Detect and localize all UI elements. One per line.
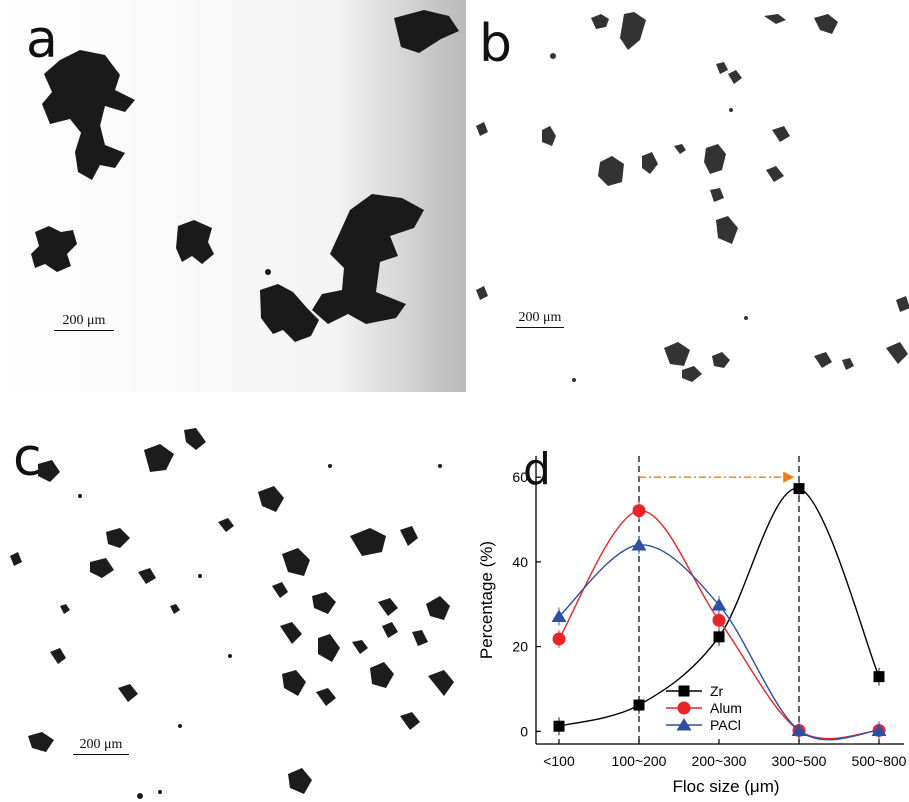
x-tick-label: <100 bbox=[543, 753, 575, 769]
data-point-pacl bbox=[551, 609, 567, 623]
scale-bar-a-line bbox=[54, 330, 114, 331]
y-tick-label: 60 bbox=[512, 469, 528, 485]
data-point-alum bbox=[712, 613, 726, 627]
floc-size-chart: 0 20 40 60 <100 100~200 200~300 300~500 500~800 F… bbox=[477, 456, 907, 796]
data-point-alum bbox=[552, 632, 566, 646]
y-axis-label: Percentage (%) bbox=[477, 541, 496, 659]
micrograph-c-image bbox=[0, 426, 466, 802]
data-point-pacl bbox=[871, 723, 887, 736]
data-point-alum bbox=[632, 504, 646, 518]
panel-label-a: a bbox=[26, 10, 58, 70]
legend-label-alum: Alum bbox=[710, 700, 742, 716]
x-tick-label: 300~500 bbox=[772, 753, 827, 769]
x-tick-label: 500~800 bbox=[852, 753, 907, 769]
data-point-zr bbox=[553, 720, 565, 732]
series-line-zr bbox=[558, 487, 880, 727]
data-point-pacl bbox=[791, 723, 807, 736]
scale-bar-c-label: 200 μm bbox=[79, 737, 123, 752]
data-point-zr bbox=[633, 699, 645, 711]
micrograph-a-image bbox=[0, 0, 466, 392]
legend-marker-pacl bbox=[676, 718, 692, 731]
x-axis-label: Floc size (μm) bbox=[672, 777, 779, 796]
legend-marker-alum bbox=[677, 701, 691, 715]
scale-bar-b-line bbox=[516, 327, 564, 328]
x-tick-label: 100~200 bbox=[612, 753, 667, 769]
legend-label-zr: Zr bbox=[710, 683, 724, 699]
data-point-zr bbox=[873, 671, 885, 683]
data-point-pacl bbox=[711, 598, 727, 611]
data-point-zr bbox=[713, 631, 725, 643]
y-tick-label: 20 bbox=[512, 639, 528, 655]
scale-bar-a-label: 200 μm bbox=[62, 313, 106, 328]
y-tick-label: 40 bbox=[512, 554, 528, 570]
data-point-pacl bbox=[631, 537, 647, 551]
legend-label-pacl: PACl bbox=[710, 717, 741, 733]
panel-label-d: d bbox=[523, 444, 551, 495]
panel-label-b: b bbox=[479, 14, 513, 74]
legend-marker-zr bbox=[678, 685, 690, 697]
y-tick-label: 0 bbox=[520, 723, 528, 739]
micrograph-panel-a: a 200 μm bbox=[0, 0, 466, 392]
chart-panel-d: 0 20 40 60 <100 100~200 200~300 300~500 500~800 F… bbox=[466, 426, 909, 802]
x-tick-label: 200~300 bbox=[692, 753, 747, 769]
micrograph-b-image bbox=[466, 0, 909, 392]
scale-bar-b: 200 μm bbox=[516, 310, 564, 328]
scale-bar-b-label: 200 μm bbox=[518, 310, 562, 325]
panel-label-c: c bbox=[13, 428, 42, 488]
series-line-alum bbox=[558, 509, 880, 740]
scale-bar-a: 200 μm bbox=[54, 313, 114, 331]
scale-bar-c-line bbox=[73, 754, 129, 755]
micrograph-panel-b: b 200 μm bbox=[466, 0, 909, 392]
micrograph-panel-c: c 200 μm bbox=[0, 426, 466, 802]
scale-bar-c: 200 μm bbox=[73, 737, 129, 755]
data-point-zr bbox=[793, 483, 805, 495]
